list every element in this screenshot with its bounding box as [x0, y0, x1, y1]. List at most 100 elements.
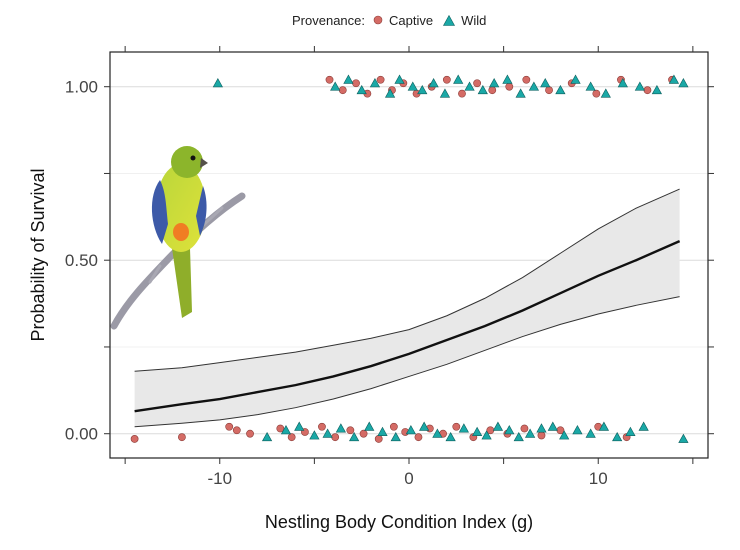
wild-point: [477, 84, 488, 95]
wild-point: [638, 421, 649, 431]
wild-point: [405, 425, 417, 435]
y-axis-title: Probability of Survival: [28, 168, 48, 341]
wild-point: [625, 426, 636, 436]
legend-title: Provenance:: [292, 12, 365, 28]
gridlines: [110, 86, 708, 435]
wild-point: [384, 88, 396, 98]
legend-label-captive: Captive: [389, 12, 434, 28]
parrot-eye: [190, 155, 196, 161]
wild-point: [439, 88, 451, 98]
wild-point: [458, 423, 469, 433]
parrot-wing: [151, 180, 168, 244]
parrot-head: [171, 146, 203, 178]
wild-point: [600, 88, 611, 98]
legend-circle-icon: [373, 15, 383, 25]
wild-point: [585, 81, 596, 91]
axis-ticks: [104, 46, 714, 464]
fit-lines-layer: [134, 188, 681, 428]
wild-point: [489, 78, 500, 88]
wild-point: [428, 78, 439, 88]
wild-point: [322, 428, 333, 438]
legend-item-captive: Captive: [373, 13, 433, 28]
x-tick-label: 10: [589, 469, 608, 488]
wild-point: [502, 74, 513, 84]
wild-point: [445, 431, 456, 442]
captive-point: [414, 433, 423, 442]
captive-point: [458, 89, 466, 98]
wild-point: [280, 425, 292, 435]
wild-point: [212, 78, 223, 88]
wild-point: [330, 81, 341, 91]
wild-point: [525, 428, 536, 438]
y-tick-label: 0.50: [65, 251, 98, 270]
captive-point: [246, 429, 254, 438]
wild-point: [612, 431, 623, 442]
wild-point: [364, 421, 375, 431]
wild-point: [432, 428, 443, 438]
wild-point: [390, 431, 401, 442]
confidence-band: [134, 189, 680, 427]
wild-point: [294, 421, 305, 431]
x-tick-label: -10: [207, 469, 232, 488]
wild-point: [504, 425, 515, 435]
captive-point: [225, 422, 234, 431]
parrot-belly-patch: [173, 223, 189, 241]
wild-point: [369, 78, 381, 88]
wild-point: [634, 81, 645, 91]
captive-point: [374, 435, 383, 443]
captive-point: [505, 82, 514, 91]
wild-point: [356, 84, 367, 95]
captive-point: [520, 424, 529, 433]
captive-point: [522, 75, 531, 84]
captive-point: [346, 426, 355, 435]
captive-point: [389, 422, 398, 431]
points-layer: [130, 74, 689, 443]
legend-triangle-icon: [443, 14, 456, 26]
wild-point: [472, 426, 483, 436]
x-axis-title: Nestling Body Condition Index (g): [265, 512, 533, 532]
wild-point: [419, 421, 430, 431]
axis-tick-labels: 0.00 0.50 1.00 -10 0 10: [65, 78, 608, 488]
wild-point: [343, 74, 354, 84]
captive-point: [359, 429, 368, 438]
wild-point: [335, 423, 346, 433]
parrot-illustration: [110, 146, 246, 330]
captive-point: [331, 433, 340, 442]
legend-label-wild: Wild: [461, 12, 487, 28]
wild-point: [481, 430, 492, 440]
wild-point: [261, 431, 273, 442]
captive-point: [325, 75, 334, 84]
wild-point: [598, 421, 610, 431]
legend-item-wild: Wild: [443, 13, 486, 28]
x-tick-label: 0: [404, 469, 413, 488]
captive-point: [287, 433, 296, 442]
wild-point: [417, 84, 428, 95]
captive-point: [537, 431, 546, 440]
fitted-line: [134, 240, 681, 413]
wild-point: [513, 431, 524, 442]
wild-point: [668, 74, 680, 84]
captive-point: [643, 86, 652, 95]
captive-point: [592, 89, 601, 98]
y-tick-label: 0.00: [65, 425, 98, 444]
parrot-body: [156, 164, 206, 252]
upper-bound-line: [134, 188, 680, 372]
wild-point: [559, 430, 570, 440]
wild-point: [464, 81, 475, 91]
parrot-beak: [200, 158, 208, 168]
wild-point: [678, 433, 689, 443]
wild-point: [536, 423, 547, 433]
confidence-band-layer: [134, 189, 680, 427]
lower-bound-line: [134, 296, 680, 428]
wild-point: [617, 78, 628, 88]
legend: Provenance: Captive Wild: [292, 10, 496, 30]
wild-point: [678, 78, 689, 88]
captive-point: [442, 75, 451, 84]
wild-point: [492, 421, 504, 431]
wild-point: [528, 81, 540, 91]
captive-point: [376, 75, 385, 84]
captive-point: [545, 86, 553, 95]
wild-point: [309, 430, 320, 440]
wild-point: [515, 88, 526, 98]
